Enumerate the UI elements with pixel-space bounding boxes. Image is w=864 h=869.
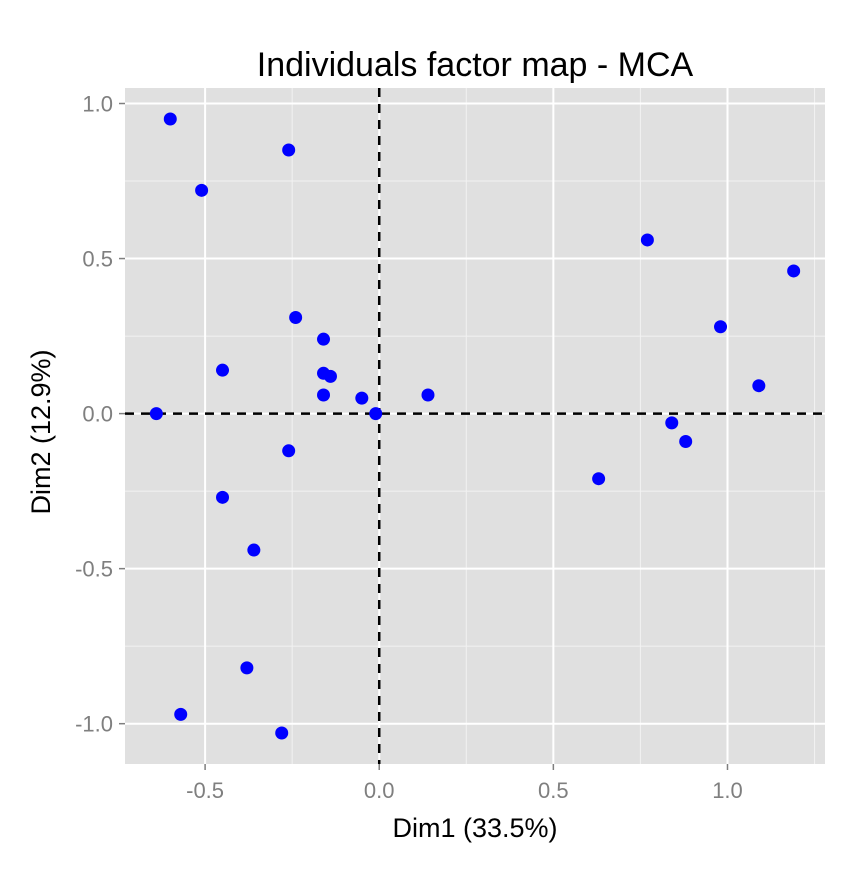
y-tick-label: -0.5 [75,557,113,582]
y-tick-label: -1.0 [75,712,113,737]
y-axis-title: Dim2 (12.9%) [26,349,56,514]
data-point [640,233,654,247]
data-point [282,444,296,458]
y-axis: -1.0 -0.5 0.0 0.5 1.0 [75,92,125,737]
data-point [665,416,679,430]
data-point [247,543,261,557]
data-point [240,661,254,675]
data-points [149,112,801,740]
data-point [679,435,693,449]
y-tick-label: 1.0 [82,92,113,117]
panel-background [125,88,825,764]
x-axis-title: Dim1 (33.5%) [392,813,557,843]
data-point [163,112,177,126]
y-tick-label: 0.0 [82,402,113,427]
plot-panel [125,88,825,764]
chart-title: Individuals factor map - MCA [257,46,694,84]
data-point [592,472,606,486]
data-point [174,707,188,721]
data-point [323,369,337,383]
reference-lines [125,88,825,764]
x-axis: -0.5 0.0 0.5 1.0 [186,764,743,803]
data-point [289,310,303,324]
data-point [149,407,163,421]
data-point [317,388,331,402]
data-point [369,407,383,421]
data-point [195,183,209,197]
x-tick-label: 1.0 [712,778,743,803]
x-tick-label: 0.5 [538,778,569,803]
data-point [216,363,230,377]
y-tick-label: 0.5 [82,247,113,272]
data-point [752,379,766,393]
data-point [317,332,331,346]
x-tick-label: -0.5 [186,778,224,803]
data-point [787,264,801,278]
data-point [421,388,435,402]
x-tick-label: 0.0 [364,778,395,803]
data-point [216,490,230,504]
data-point [714,320,728,334]
data-point [282,143,296,157]
data-point [355,391,369,405]
data-point [275,726,289,740]
